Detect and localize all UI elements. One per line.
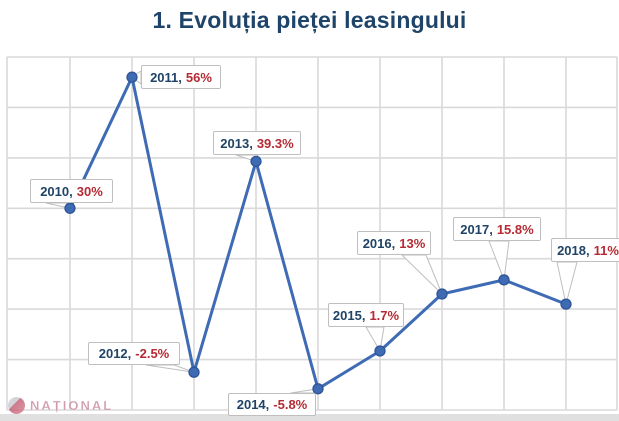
brand-name: NAȚIONAL [30,398,114,413]
horizontal-gridlines [7,56,617,411]
chart-title: 1. Evoluția pieței leasingului [152,7,467,33]
data-callout-2015: 2015, 1.7% [328,303,404,327]
data-callout-2017: 2017, 15.8% [453,217,541,241]
data-point-marker [498,274,510,286]
data-point-marker [436,288,448,300]
data-callout-2014: 2014, -5.8% [228,393,316,416]
data-callout-2016: 2016, 13% [357,231,431,255]
data-point-marker [188,366,200,378]
callout-year-text: 2018, [557,242,590,258]
callout-value-text: -5.8% [273,397,308,412]
callout-value-text: 13% [399,235,426,251]
bottom-edge-strip [0,414,619,421]
callout-year-text: 2016, [362,235,396,251]
callout-year-text: 2014, [236,397,270,412]
data-point-marker [64,202,76,214]
callout-value-text: -2.5% [135,346,170,361]
data-point-markers [64,71,572,395]
data-callout-2018: 2018, 11% [551,238,619,262]
data-point-marker [250,155,262,168]
callout-year-text: 2013, [220,135,253,151]
callout-value-text: 56% [185,69,212,85]
callout-year-text: 2017, [460,221,493,237]
callout-value-text: 1.7% [369,307,400,323]
callout-value-text: 15.8% [496,221,534,237]
data-point-marker [126,71,138,83]
data-callout-2010: 2010, 30% [30,179,113,203]
callout-value-text: 30% [76,183,103,199]
watermark: NAȚIONAL [8,397,113,414]
data-point-marker [374,345,386,357]
callout-year-text: 2015, [332,307,366,323]
callout-year-text: 2012, [98,346,132,361]
data-callout-2012: 2012, -2.5% [88,342,180,365]
callout-year-text: 2011, [150,69,182,85]
brand-logo-icon [8,397,25,414]
callout-year-text: 2010, [40,183,73,199]
callout-value-text: 11% [593,242,619,258]
data-point-marker [312,383,324,395]
data-callout-2013: 2013, 39.3% [213,131,301,155]
callout-value-text: 39.3% [256,135,294,151]
data-point-marker [560,298,572,310]
data-callout-2011: 2011, 56% [141,65,221,89]
